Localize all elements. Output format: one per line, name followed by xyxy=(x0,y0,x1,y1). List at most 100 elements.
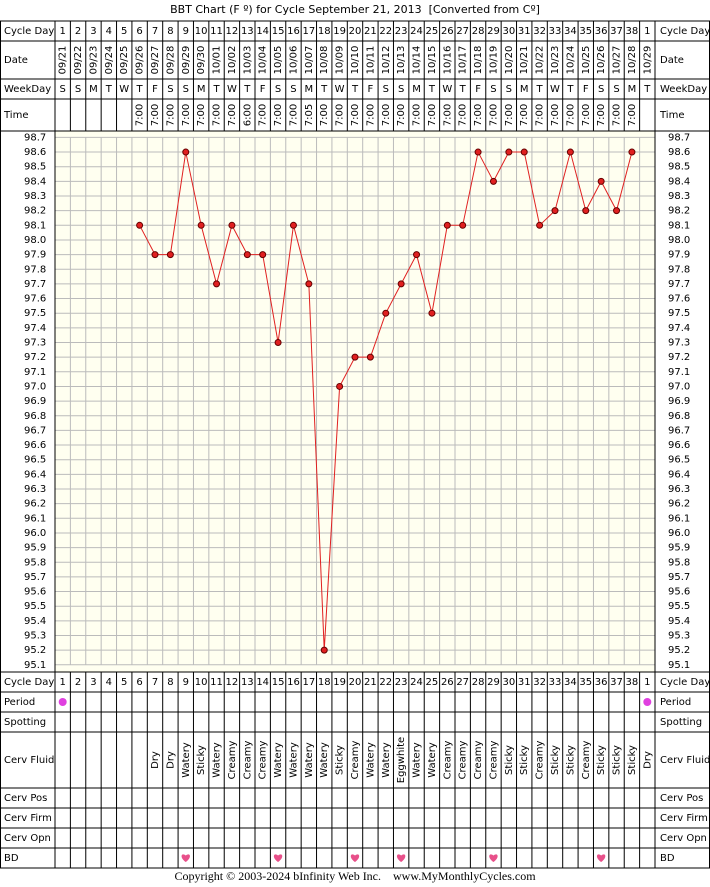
bd-heart xyxy=(181,854,190,862)
temperature-point xyxy=(551,207,559,215)
time-cell: 7:00 xyxy=(612,104,623,126)
date-cell: 09/29 xyxy=(181,46,192,75)
date-cell: 10/15 xyxy=(427,46,438,75)
cerv_fluid-cell: Creamy xyxy=(442,741,453,780)
temperature-point xyxy=(274,339,282,346)
cycle_day-cell: 29 xyxy=(487,26,500,37)
cycle_day-cell: 5 xyxy=(121,677,127,688)
weekday-cell: S xyxy=(598,84,604,95)
time-cell: 6:00 xyxy=(242,104,253,126)
cycle_day-cell: 32 xyxy=(533,26,546,37)
y-tick-label-right: 98.2 xyxy=(668,206,690,217)
cycle_day-cell: 7 xyxy=(152,677,158,688)
date-cell: 10/06 xyxy=(288,46,299,75)
y-tick-label: 98.7 xyxy=(24,132,46,143)
weekday-cell: M xyxy=(197,84,206,95)
temperature-point xyxy=(382,309,390,317)
y-tick-label-right: 98.4 xyxy=(668,176,690,187)
cycle_day-cell: 19 xyxy=(333,26,346,37)
cycle_day-cell: 34 xyxy=(564,677,577,688)
weekday-cell: S xyxy=(60,84,66,95)
y-tick-label-right: 98.0 xyxy=(668,235,690,246)
cycle_day-cell: 28 xyxy=(472,677,485,688)
time-cell: 7:00 xyxy=(504,104,515,126)
row-label-right: Period xyxy=(660,697,691,708)
cycle_day-cell: 14 xyxy=(256,677,269,688)
row-label-right: Cerv Firm xyxy=(660,813,708,824)
weekday-cell: W xyxy=(335,84,345,95)
row-label: WeekDay xyxy=(4,84,51,95)
cycle_day-cell: 33 xyxy=(549,26,562,37)
y-tick-label: 95.4 xyxy=(24,616,46,627)
cerv_fluid-cell: Creamy xyxy=(258,741,269,780)
y-tick-label-right: 96.6 xyxy=(668,440,690,451)
row-label: BD xyxy=(4,853,19,864)
date-cell: 10/09 xyxy=(335,46,346,75)
temperature-point xyxy=(489,177,497,185)
cycle_day-cell: 20 xyxy=(349,26,362,37)
cerv_fluid-cell: Watery xyxy=(181,742,192,778)
weekday-cell: T xyxy=(212,84,220,95)
y-tick-label-right: 95.9 xyxy=(668,543,690,554)
temperature-point xyxy=(505,148,513,156)
y-tick-label-right: 98.7 xyxy=(668,132,690,143)
y-tick-label-right: 97.5 xyxy=(668,308,690,319)
cerv_fluid-cell: Watery xyxy=(273,742,284,778)
time-cell: 7:00 xyxy=(535,104,546,126)
cycle_day-cell: 30 xyxy=(502,677,515,688)
y-tick-label-right: 98.1 xyxy=(668,220,690,231)
weekday-cell: T xyxy=(566,84,574,95)
time-cell: 7:05 xyxy=(304,104,315,126)
cerv_fluid-cell: Watery xyxy=(319,742,330,778)
cycle_day-cell: 19 xyxy=(333,677,346,688)
cycle_day-cell: 8 xyxy=(167,677,173,688)
y-tick-label: 97.6 xyxy=(24,294,46,305)
y-tick-label-right: 96.4 xyxy=(668,469,690,480)
cerv_fluid-cell: Sticky xyxy=(504,745,515,775)
time-cell: 7:00 xyxy=(258,104,269,126)
temperature-point xyxy=(305,280,313,288)
cerv_fluid-cell: Sticky xyxy=(550,745,561,775)
y-tick-label: 95.6 xyxy=(24,587,46,598)
weekday-cell: T xyxy=(105,84,113,95)
weekday-cell: M xyxy=(412,84,421,95)
y-tick-label: 97.3 xyxy=(24,338,46,349)
temperature-point xyxy=(582,207,590,215)
weekday-cell: S xyxy=(613,84,619,95)
cycle_day-cell: 30 xyxy=(502,26,515,37)
y-tick-label: 98.4 xyxy=(24,176,46,187)
y-tick-label-right: 97.1 xyxy=(668,367,690,378)
temperature-point xyxy=(566,148,574,156)
date-cell: 10/26 xyxy=(596,46,607,75)
cerv_fluid-cell: Watery xyxy=(212,742,223,778)
y-tick-label: 97.5 xyxy=(24,308,46,319)
weekday-cell: M xyxy=(305,84,314,95)
cerv_fluid-cell: Sticky xyxy=(519,745,530,775)
bd-heart xyxy=(273,854,283,862)
time-cell: 7:00 xyxy=(488,104,499,126)
y-tick-label: 97.9 xyxy=(24,250,46,261)
cerv_fluid-cell: Creamy xyxy=(581,741,592,780)
date-cell: 10/23 xyxy=(550,46,561,75)
cerv_fluid-cell: Creamy xyxy=(535,741,546,780)
temperature-point xyxy=(320,646,328,654)
date-cell: 10/03 xyxy=(242,46,253,75)
cycle_day-cell: 23 xyxy=(395,677,408,688)
cycle_day-cell: 13 xyxy=(241,26,254,37)
date-cell: 09/27 xyxy=(150,46,161,75)
temperature-point xyxy=(351,353,359,361)
temperature-point xyxy=(243,251,251,259)
date-cell: 10/24 xyxy=(565,46,576,75)
temperature-point xyxy=(428,309,436,317)
y-tick-label-right: 96.7 xyxy=(668,425,690,436)
temperature-point xyxy=(197,221,205,229)
y-tick-label-right: 98.5 xyxy=(668,162,690,173)
y-tick-label: 95.2 xyxy=(24,645,46,656)
cycle_day-cell: 13 xyxy=(241,677,254,688)
y-tick-label-right: 97.4 xyxy=(668,323,690,334)
temperature-point xyxy=(366,353,374,361)
weekday-cell: T xyxy=(351,84,359,95)
bd-heart xyxy=(489,854,498,862)
cerv_fluid-cell: Watery xyxy=(427,742,438,778)
cycle_day-cell: 35 xyxy=(579,677,592,688)
